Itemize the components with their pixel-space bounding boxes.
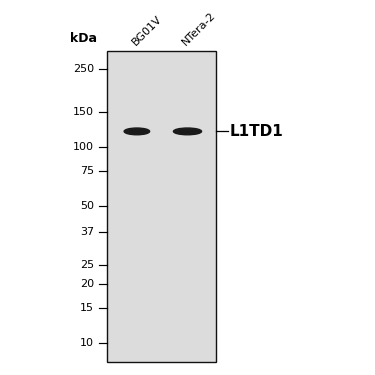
Text: 75: 75 [80,166,94,176]
Text: 15: 15 [80,303,94,313]
Bar [107,51,216,362]
Text: kDa: kDa [70,32,98,45]
Ellipse shape [124,128,150,135]
Text: L1TD1: L1TD1 [230,124,284,139]
Text: 50: 50 [80,201,94,211]
Text: 20: 20 [80,279,94,289]
Text: BG01V: BG01V [130,14,164,48]
Text: 10: 10 [80,338,94,348]
Text: 100: 100 [73,142,94,152]
Ellipse shape [173,128,202,135]
Text: 25: 25 [80,260,94,270]
Text: 37: 37 [80,226,94,237]
Text: NTera-2: NTera-2 [180,10,218,48]
Text: 250: 250 [73,64,94,74]
Text: 150: 150 [73,107,94,117]
